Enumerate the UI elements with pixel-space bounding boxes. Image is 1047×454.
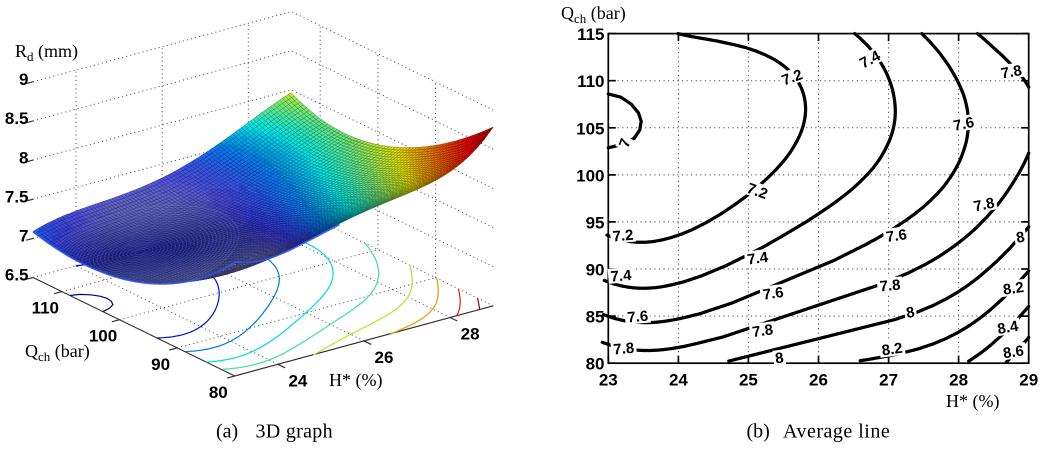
svg-text:7.8: 7.8 xyxy=(1000,62,1023,82)
svg-text:7.4: 7.4 xyxy=(610,267,633,286)
svg-text:24: 24 xyxy=(669,371,688,390)
svg-text:8: 8 xyxy=(1015,229,1026,247)
svg-text:8.2: 8.2 xyxy=(1002,279,1025,299)
svg-text:23: 23 xyxy=(599,371,618,390)
svg-text:H* (%): H* (%) xyxy=(946,391,999,412)
svg-text:105: 105 xyxy=(576,119,604,138)
svg-text:100: 100 xyxy=(89,327,117,346)
svg-text:8.4: 8.4 xyxy=(996,318,1020,338)
svg-text:8: 8 xyxy=(774,349,785,367)
svg-text:7.8: 7.8 xyxy=(879,277,901,296)
svg-text:7.8: 7.8 xyxy=(751,321,774,341)
svg-text:7.6: 7.6 xyxy=(885,226,908,246)
svg-text:8.5: 8.5 xyxy=(5,109,29,128)
svg-text:Qch (bar): Qch (bar) xyxy=(561,3,626,26)
svg-text:115: 115 xyxy=(577,25,604,44)
svg-text:Rd (mm): Rd (mm) xyxy=(15,41,78,64)
svg-text:9: 9 xyxy=(19,70,28,89)
svg-text:26: 26 xyxy=(809,371,828,390)
svg-text:85: 85 xyxy=(586,308,605,327)
svg-text:7.2: 7.2 xyxy=(612,227,634,246)
svg-text:90: 90 xyxy=(151,355,170,374)
svg-text:100: 100 xyxy=(576,166,604,185)
svg-text:110: 110 xyxy=(577,72,604,91)
svg-text:7.6: 7.6 xyxy=(627,308,649,327)
svg-text:7.4: 7.4 xyxy=(746,249,770,269)
svg-text:8: 8 xyxy=(19,148,28,167)
svg-text:7.2: 7.2 xyxy=(780,66,805,89)
svg-text:7.8: 7.8 xyxy=(613,340,635,359)
svg-text:6.5: 6.5 xyxy=(5,266,29,285)
svg-text:H* (%): H* (%) xyxy=(329,370,382,391)
svg-text:28: 28 xyxy=(461,325,480,344)
svg-text:(b): (b) xyxy=(747,421,770,443)
svg-text:110: 110 xyxy=(32,299,59,318)
svg-text:8.2: 8.2 xyxy=(881,340,904,360)
svg-text:7.2: 7.2 xyxy=(744,180,769,203)
svg-text:7: 7 xyxy=(19,227,28,246)
svg-text:80: 80 xyxy=(209,383,228,402)
svg-text:Average line: Average line xyxy=(783,421,890,443)
svg-text:7.8: 7.8 xyxy=(972,195,996,216)
svg-text:95: 95 xyxy=(586,213,605,232)
svg-text:24: 24 xyxy=(288,371,307,390)
svg-text:26: 26 xyxy=(375,348,394,367)
svg-text:7.6: 7.6 xyxy=(952,114,976,135)
svg-text:80: 80 xyxy=(586,355,605,374)
svg-text:8: 8 xyxy=(905,304,916,322)
svg-text:7.6: 7.6 xyxy=(762,284,785,304)
svg-text:90: 90 xyxy=(586,261,605,280)
svg-text:25: 25 xyxy=(739,371,758,390)
svg-text:(a): (a) xyxy=(216,421,238,443)
svg-text:29: 29 xyxy=(1019,371,1038,390)
svg-text:27: 27 xyxy=(879,371,898,390)
svg-text:28: 28 xyxy=(949,371,968,390)
svg-text:7.5: 7.5 xyxy=(5,187,29,206)
svg-text:Qch (bar): Qch (bar) xyxy=(25,341,90,364)
svg-text:3D graph: 3D graph xyxy=(256,421,333,443)
svg-text:8.6: 8.6 xyxy=(1002,342,1025,362)
